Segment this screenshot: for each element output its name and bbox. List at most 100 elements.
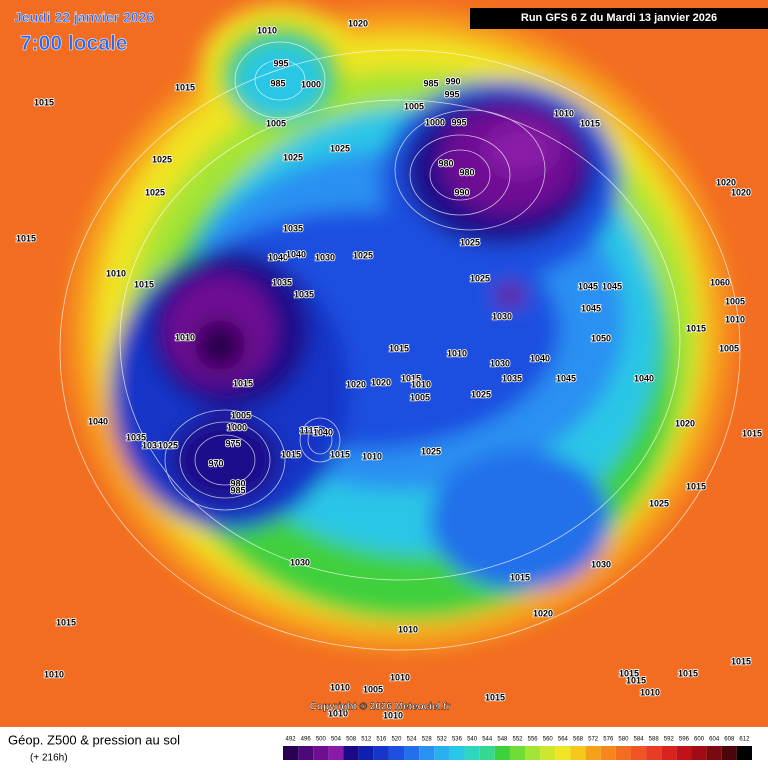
isobar-label: 1020	[533, 608, 553, 618]
isobar-label: 1040	[634, 373, 654, 383]
isobar-label: 980	[438, 158, 453, 168]
isobar-label: 1010	[390, 672, 410, 682]
isobar-label: 1060	[710, 277, 730, 287]
scale-label: 524	[407, 737, 418, 743]
isobar-label: 1050	[591, 333, 611, 343]
isobar-label: 1035	[126, 432, 146, 442]
scale-label: 500	[316, 737, 327, 743]
isobar-label: 1015	[626, 675, 646, 685]
footer-lead: (+ 216h)	[30, 753, 68, 764]
scale-label: 608	[724, 737, 735, 743]
isobar-label: 1040	[286, 249, 306, 259]
isobar-label: 970	[208, 458, 223, 468]
scale-label: 556	[528, 737, 539, 743]
isobar-label: 1015	[134, 279, 154, 289]
isobar-label: 1015	[175, 82, 195, 92]
scale-swatch	[721, 746, 737, 760]
scale-swatch	[313, 746, 329, 760]
scale-label: 520	[391, 737, 402, 743]
isobar-label: 1000	[301, 79, 321, 89]
scale-swatch	[373, 746, 389, 760]
scale-swatch	[298, 746, 314, 760]
isobar-label: 985	[270, 78, 285, 88]
scale-label: 572	[588, 737, 599, 743]
scale-swatch	[494, 746, 510, 760]
run-box	[470, 8, 768, 29]
isobar-label: 1025	[283, 152, 303, 162]
scale-label: 576	[603, 737, 614, 743]
isobar-label: 990	[454, 187, 469, 197]
scale-label: 504	[331, 737, 342, 743]
isobar-label: 1015	[485, 692, 505, 702]
isobar-label: 1030	[591, 559, 611, 569]
scale-label: 544	[482, 737, 493, 743]
isobar-label: 1025	[421, 446, 441, 456]
scale-label: 568	[573, 737, 584, 743]
isobar-label: 1005	[410, 392, 430, 402]
scale-swatch	[449, 746, 465, 760]
isobar-label: 1115	[299, 425, 318, 435]
scale-label: 492	[286, 737, 297, 743]
scale-label: 612	[739, 737, 750, 743]
scale-swatch	[585, 746, 601, 760]
geopotential-field	[70, 5, 730, 650]
isobar-label: 980	[459, 167, 474, 177]
isobar-label: 1015	[686, 481, 706, 491]
isobar-label: 1010	[383, 710, 403, 720]
isobar-label: 1010	[328, 708, 348, 718]
scale-label: 548	[497, 737, 508, 743]
isobar-label: 1005	[725, 296, 745, 306]
isobars	[59, 41, 741, 651]
scale-label: 496	[301, 737, 312, 743]
isobar-label: 1005	[404, 101, 424, 111]
isobar-label: 1025	[471, 389, 491, 399]
scale-label: 592	[664, 737, 675, 743]
scale-swatch	[630, 746, 647, 760]
isobar-label: 1010	[640, 687, 660, 697]
scale-swatch	[343, 746, 359, 760]
scale-swatch	[283, 746, 299, 760]
isobar-label: 1020	[675, 418, 695, 428]
scale-label: 596	[679, 737, 690, 743]
isobar-label: 985	[423, 78, 438, 88]
scale-swatch	[358, 746, 374, 760]
isobar-label: 1015	[742, 428, 762, 438]
isobar-label: 1000	[425, 117, 445, 127]
isobar-label: 1015	[580, 118, 600, 128]
isobar-label: 1025	[158, 440, 178, 450]
isobar-label: 1010	[447, 348, 467, 358]
isobar-label: 1010	[175, 332, 195, 342]
scale-swatch	[691, 746, 707, 760]
color-scale: 492 496 500 504 508 512 516 520 524 528 532 536 540 5…	[283, 737, 752, 760]
scale-swatch	[600, 746, 616, 760]
scale-label: 604	[709, 737, 720, 743]
isobar-label: 1045	[602, 281, 622, 291]
isobar-label: 1005	[231, 410, 251, 420]
isobar-label: 995	[444, 89, 459, 99]
isobar-label: 1025	[145, 187, 165, 197]
isobar-label: 980	[230, 478, 245, 488]
isobar-label: 1015	[678, 668, 698, 678]
footer-title: Géop. Z500 & pression au sol	[8, 732, 180, 747]
isobar-label: 1010	[398, 624, 418, 634]
isobar-label: 1030	[142, 440, 162, 450]
isobar-label: 1010	[330, 682, 350, 692]
scale-swatch	[404, 746, 420, 760]
scale-swatch	[570, 746, 586, 760]
scale-label: 564	[558, 737, 569, 743]
scale-swatch	[661, 746, 677, 760]
isobar-label: 1030	[315, 252, 335, 262]
isobar-label: 1010	[257, 25, 277, 35]
isobar-label: 1020	[716, 177, 736, 187]
isobar-label: 1015	[619, 668, 639, 678]
isobar-label: 1030	[490, 358, 510, 368]
scale-swatch	[676, 746, 692, 760]
isobar-label: 1005	[266, 118, 286, 128]
isobar-label: 1035	[283, 223, 303, 233]
isobar-label: 1015	[731, 656, 751, 666]
isobar-label: 1015	[686, 323, 706, 333]
scale-label: 540	[467, 737, 478, 743]
scale-label: 580	[618, 737, 629, 743]
scale-swatch	[328, 746, 344, 760]
isobar-label: 1020	[731, 187, 751, 197]
